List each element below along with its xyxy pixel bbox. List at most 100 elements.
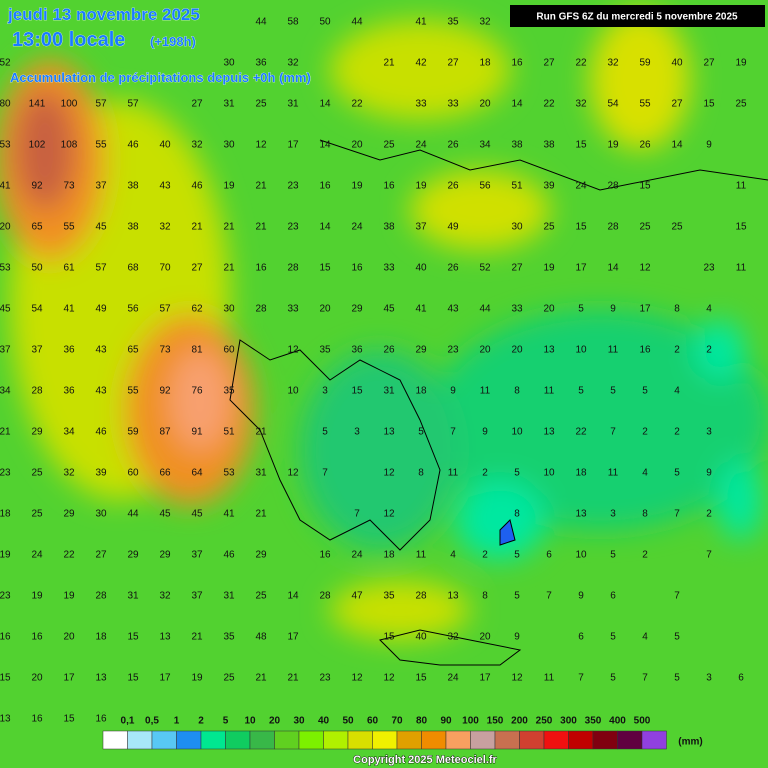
- grid-value: 27: [543, 58, 555, 69]
- grid-value: 29: [415, 345, 427, 356]
- grid-value: 10: [575, 550, 587, 561]
- grid-value: 18: [0, 509, 11, 520]
- grid-value: 7: [450, 427, 456, 438]
- copyright: Copyright 2025 Meteociel.fr: [353, 754, 497, 766]
- grid-value: 92: [31, 181, 43, 192]
- grid-value: 37: [95, 181, 107, 192]
- grid-value: 2: [706, 509, 712, 520]
- legend-swatch: [494, 730, 520, 750]
- subtitle: Accumulation de précipitations depuis +0…: [10, 70, 311, 85]
- grid-value: 34: [63, 427, 75, 438]
- grid-value: 25: [223, 673, 235, 684]
- grid-value: 13: [543, 345, 555, 356]
- grid-value: 17: [287, 632, 299, 643]
- grid-value: 73: [159, 345, 171, 356]
- grid-value: 19: [223, 181, 235, 192]
- grid-value: 23: [0, 591, 11, 602]
- grid-value: 28: [95, 591, 107, 602]
- grid-value: 27: [447, 58, 459, 69]
- grid-value: 30: [223, 304, 235, 315]
- legend-label: 300: [560, 716, 577, 727]
- grid-value: 22: [63, 550, 75, 561]
- grid-value: 22: [351, 99, 363, 110]
- grid-value: 33: [415, 99, 427, 110]
- grid-value: 15: [575, 140, 587, 151]
- grid-value: 37: [0, 345, 11, 356]
- grid-value: 50: [31, 263, 43, 274]
- grid-value: 28: [255, 304, 267, 315]
- grid-value: 19: [351, 181, 363, 192]
- grid-value: 6: [738, 673, 744, 684]
- grid-value: 12: [255, 140, 267, 151]
- grid-value: 3: [706, 673, 712, 684]
- grid-value: 54: [607, 99, 619, 110]
- grid-value: 35: [383, 591, 395, 602]
- legend-label: 250: [536, 716, 553, 727]
- grid-value: 15: [319, 263, 331, 274]
- legend-label: 20: [269, 716, 281, 727]
- grid-value: 25: [639, 222, 651, 233]
- grid-value: 32: [607, 58, 619, 69]
- grid-value: 15: [575, 222, 587, 233]
- grid-value: 36: [63, 345, 75, 356]
- grid-value: 11: [544, 386, 555, 397]
- grid-value: 6: [578, 632, 584, 643]
- grid-value: 7: [674, 509, 680, 520]
- grid-value: 25: [735, 99, 747, 110]
- grid-value: 36: [63, 386, 75, 397]
- grid-value: 35: [319, 345, 331, 356]
- grid-value: 141: [29, 99, 46, 110]
- grid-value: 66: [159, 468, 171, 479]
- legend-label: 30: [293, 716, 305, 727]
- legend-swatch: [347, 730, 373, 750]
- grid-value: 29: [159, 550, 171, 561]
- grid-value: 51: [511, 181, 523, 192]
- grid-value: 56: [127, 304, 139, 315]
- grid-value: 8: [514, 386, 520, 397]
- grid-value: 15: [63, 714, 75, 725]
- grid-value: 65: [127, 345, 139, 356]
- grid-value: 19: [0, 550, 11, 561]
- grid-value: 11: [736, 181, 747, 192]
- grid-value: 24: [447, 673, 459, 684]
- grid-value: 43: [159, 181, 171, 192]
- grid-value: 14: [319, 140, 331, 151]
- grid-value: 28: [287, 263, 299, 274]
- grid-value: 18: [575, 468, 587, 479]
- grid-value: 18: [415, 386, 427, 397]
- grid-value: 12: [511, 673, 523, 684]
- grid-value: 29: [351, 304, 363, 315]
- grid-value: 51: [223, 427, 235, 438]
- grid-value: 5: [578, 304, 584, 315]
- grid-value: 27: [191, 99, 203, 110]
- grid-value: 59: [639, 58, 651, 69]
- legend-label: 0,1: [121, 716, 135, 727]
- grid-value: 8: [674, 304, 680, 315]
- legend-swatch: [225, 730, 251, 750]
- grid-value: 9: [450, 386, 456, 397]
- grid-value: 3: [322, 386, 328, 397]
- grid-value: 6: [546, 550, 552, 561]
- grid-value: 26: [447, 263, 459, 274]
- grid-value: 16: [511, 58, 523, 69]
- legend-swatch: [543, 730, 569, 750]
- grid-value: 108: [61, 140, 78, 151]
- grid-value: 17: [575, 263, 587, 274]
- grid-value: 41: [415, 304, 427, 315]
- grid-value: 2: [482, 550, 488, 561]
- grid-value: 22: [575, 427, 587, 438]
- grid-value: 45: [95, 222, 107, 233]
- grid-value: 7: [578, 673, 584, 684]
- grid-value: 33: [287, 304, 299, 315]
- grid-value: 38: [383, 222, 395, 233]
- grid-value: 12: [287, 468, 299, 479]
- grid-value: 15: [351, 386, 363, 397]
- grid-value: 30: [511, 222, 523, 233]
- grid-value: 18: [383, 550, 395, 561]
- grid-value: 14: [607, 263, 619, 274]
- grid-value: 19: [191, 673, 203, 684]
- grid-value: 32: [287, 58, 299, 69]
- grid-value: 4: [450, 550, 456, 561]
- grid-value: 92: [159, 386, 171, 397]
